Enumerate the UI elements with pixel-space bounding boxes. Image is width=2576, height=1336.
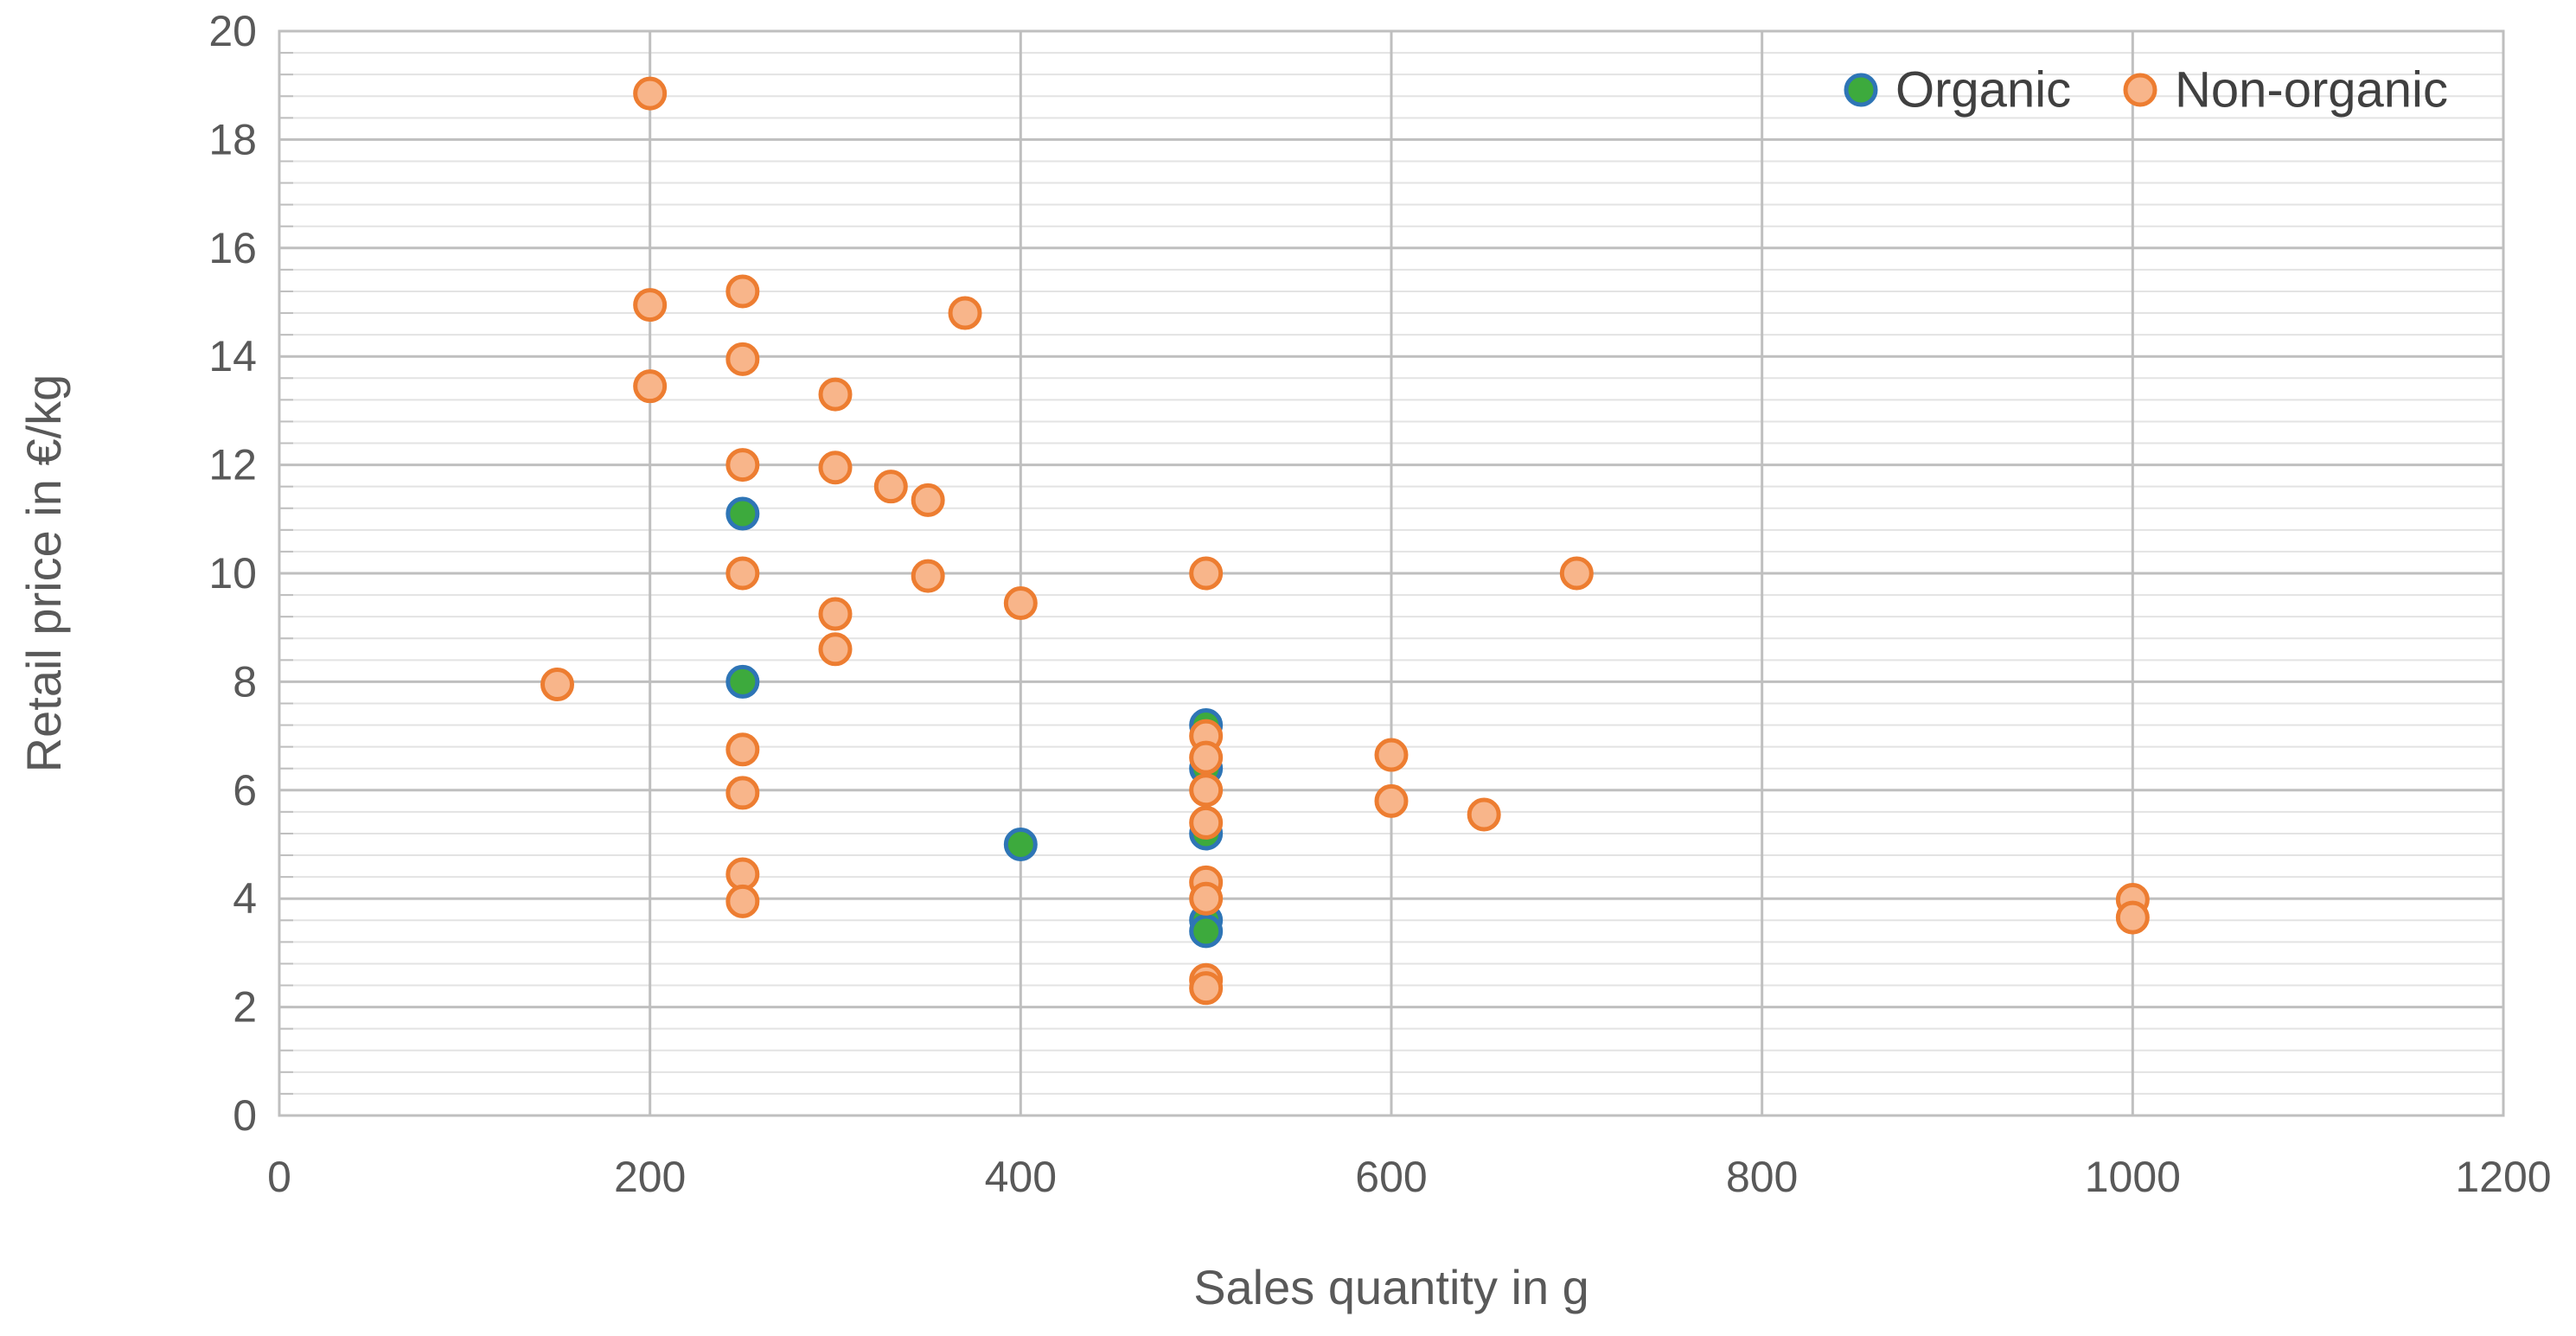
y-tick-label-8: 16	[208, 224, 257, 272]
organic-point-2	[1003, 828, 1038, 861]
non-organic-point-31	[1374, 783, 1409, 818]
y-tick-label-4: 8	[233, 657, 257, 706]
non-organic-point-9	[725, 776, 760, 810]
non-organic-point-7	[725, 556, 760, 591]
non-organic-point-32	[1467, 797, 1501, 832]
non-organic-point-25	[1189, 805, 1224, 840]
non-organic-point-29	[1189, 971, 1224, 1006]
non-organic-point-0	[540, 668, 574, 702]
legend-label-non-organic: Non-organic	[2175, 62, 2448, 118]
non-organic-point-5	[725, 342, 760, 376]
organic-point-0	[725, 496, 760, 531]
non-organic-point-27	[1189, 881, 1224, 916]
non-organic-point-14	[818, 597, 853, 631]
y-tick-label-9: 18	[208, 115, 257, 163]
x-tick-label-2: 400	[985, 1153, 1057, 1201]
y-tick-label-0: 0	[233, 1091, 257, 1140]
y-tick-label-1: 2	[233, 983, 257, 1032]
non-organic-point-1	[633, 76, 668, 111]
data-points	[540, 76, 2150, 1006]
non-organic-point-30	[1374, 738, 1409, 772]
non-organic-point-12	[818, 377, 853, 412]
y-tick-label-7: 14	[208, 332, 257, 380]
y-tick-label-5: 10	[208, 549, 257, 598]
x-tick-label-6: 1200	[2455, 1153, 2551, 1201]
x-axis-title: Sales quantity in g	[1193, 1260, 1589, 1314]
y-tick-label-2: 4	[233, 874, 257, 923]
non-organic-point-15	[818, 632, 853, 667]
non-organic-point-8	[725, 732, 760, 767]
x-tick-label-4: 800	[1726, 1153, 1798, 1201]
non-organic-point-11	[725, 884, 760, 918]
x-tick-label-3: 600	[1355, 1153, 1427, 1201]
y-tick-label-6: 12	[208, 441, 257, 489]
plot-area-border	[278, 29, 2505, 1117]
x-tick-label-5: 1000	[2085, 1153, 2181, 1201]
organic-point-7	[1189, 914, 1224, 949]
non-organic-point-35	[2115, 900, 2150, 935]
non-organic-point-20	[1003, 585, 1038, 620]
non-organic-point-13	[818, 451, 853, 485]
non-organic-point-24	[1189, 773, 1224, 808]
legend: Organic Non-organic	[1844, 62, 2448, 118]
non-organic-point-6	[725, 448, 760, 483]
non-organic-point-2	[633, 288, 668, 323]
legend-label-organic: Organic	[1895, 62, 2071, 118]
legend-marker-non-organic	[2123, 73, 2157, 107]
non-organic-point-3	[633, 369, 668, 404]
non-organic-point-4	[725, 274, 760, 309]
non-organic-point-19	[948, 296, 982, 330]
x-tick-label-0: 0	[267, 1153, 291, 1201]
non-organic-point-17	[911, 483, 945, 517]
non-organic-point-33	[1559, 556, 1594, 591]
non-organic-point-16	[873, 470, 908, 504]
y-axis-title: Retail price in €/kg	[16, 374, 71, 773]
grid-lines	[278, 29, 2505, 1117]
y-tick-label-10: 20	[208, 7, 257, 55]
non-organic-point-18	[911, 559, 945, 593]
organic-point-1	[725, 664, 760, 699]
y-tick-label-3: 6	[233, 766, 257, 815]
non-organic-point-23	[1189, 740, 1224, 775]
legend-marker-organic	[1844, 73, 1878, 107]
x-tick-label-1: 200	[614, 1153, 686, 1201]
non-organic-point-21	[1189, 556, 1224, 591]
